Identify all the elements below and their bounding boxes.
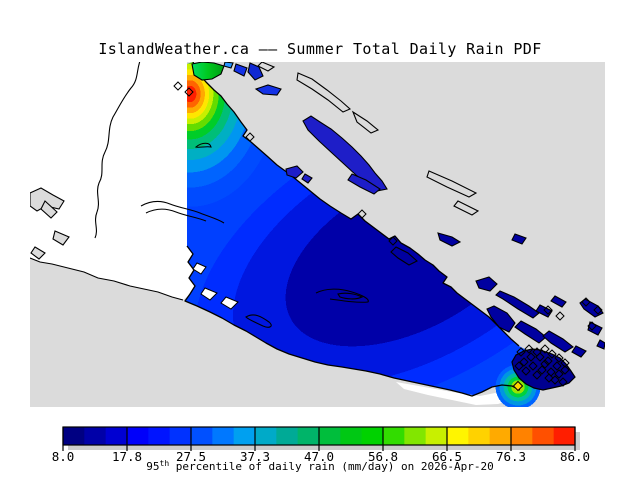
station-marker [514, 361, 524, 371]
station-marker [554, 353, 564, 363]
station-marker [540, 359, 550, 369]
texada-island [302, 115, 388, 192]
strait-islands [191, 62, 527, 266]
station-marker [552, 361, 562, 371]
station-marker [543, 305, 553, 315]
station-marker [524, 344, 534, 354]
colorbar-tick-labels: 8.0 17.8 27.5 37.3 47.0 56.8 66.5 76.3 86.0 [52, 449, 590, 464]
colorbar-tick-label: 17.8 [112, 449, 142, 464]
station-markers [173, 81, 603, 387]
colorbar-tick-label: 66.5 [432, 449, 462, 464]
island-coastline [184, 62, 521, 397]
station-marker [521, 366, 531, 376]
mainland-coastlines [257, 62, 480, 216]
station-marker [388, 236, 398, 246]
colorbar-tick-label: 27.5 [176, 449, 206, 464]
island-lakes [140, 142, 369, 328]
station-marker [519, 357, 529, 367]
below-range-area [396, 382, 520, 405]
station-marker [554, 369, 564, 379]
station-marker [560, 365, 570, 375]
colorbar-tick-label: 37.3 [240, 449, 270, 464]
station-marker [528, 361, 538, 371]
station-marker [516, 347, 526, 357]
station-marker [173, 81, 183, 91]
station-marker [540, 344, 550, 354]
station-marker [550, 375, 560, 385]
station-marker [587, 321, 597, 331]
map-canvas [30, 62, 605, 407]
station-marker [184, 87, 194, 97]
colorbar-tick-label: 47.0 [304, 449, 334, 464]
station-marker [537, 365, 547, 375]
gulf-islands [475, 276, 605, 358]
station-marker [544, 373, 554, 383]
chart-title: IslandWeather.ca —— Summer Total Daily R… [98, 40, 542, 58]
highlight-station-marker [512, 380, 524, 392]
nw-rain-hotspot [185, 62, 328, 232]
station-marker [558, 377, 568, 387]
nw-land-coastlines [30, 62, 184, 301]
colorbar-tick-label: 86.0 [560, 449, 590, 464]
station-marker [555, 311, 565, 321]
station-marker [547, 349, 557, 359]
colorbar-tick-label: 8.0 [52, 449, 75, 464]
colorbar-segments [63, 427, 576, 445]
nw-inlets [30, 187, 70, 260]
colorbar-caption: 95th percentile of daily rain (mm/day) o… [146, 459, 494, 473]
outside-domain-land [30, 62, 195, 300]
colorbar-tick-label: 76.3 [496, 449, 526, 464]
west-coast-sounds [192, 262, 239, 310]
colorbar: 8.0 17.8 27.5 37.3 47.0 56.8 66.5 76.3 86.0 [52, 426, 590, 464]
malcolm-island [191, 62, 225, 81]
station-marker [535, 352, 545, 362]
station-marker [526, 352, 536, 362]
station-marker [560, 358, 570, 368]
station-marker [581, 297, 591, 307]
island-rain-field [185, 62, 553, 396]
station-marker [593, 305, 603, 315]
station-marker [532, 370, 542, 380]
station-marker [245, 132, 255, 142]
colorbar-tick-label: 56.8 [368, 449, 398, 464]
station-marker [357, 209, 367, 219]
colorbar-ticks [62, 427, 576, 451]
